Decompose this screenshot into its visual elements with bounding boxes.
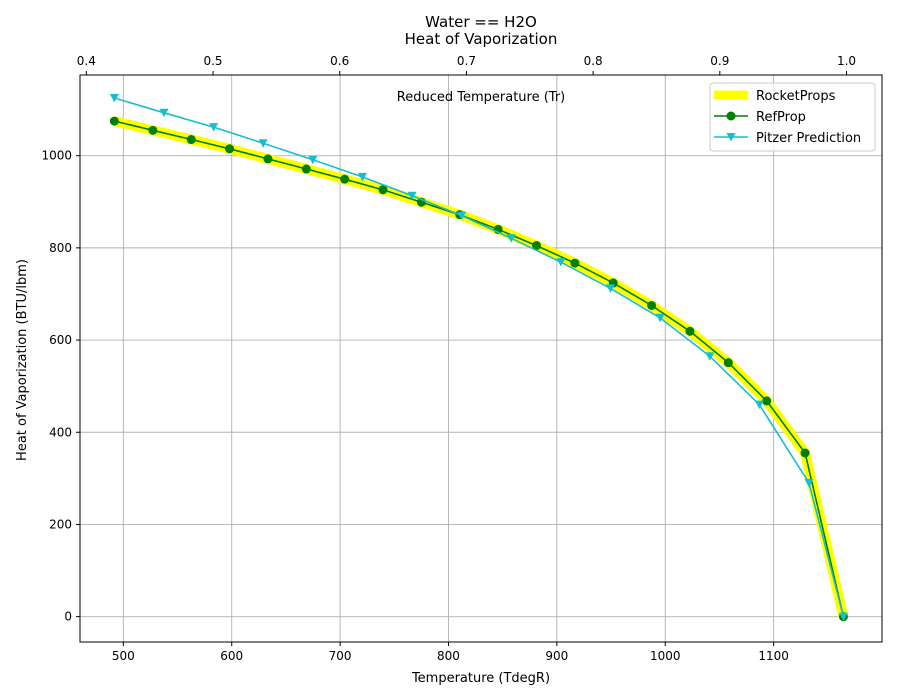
series-layer <box>109 94 849 622</box>
point-refprop <box>378 185 388 195</box>
point-refprop <box>263 154 273 164</box>
x-tick-label: 600 <box>220 649 243 663</box>
x-tick-label: 900 <box>545 649 568 663</box>
legend-item-rocketprops: RocketProps <box>714 89 836 104</box>
point-refprop <box>570 258 580 268</box>
chart-subtitle: Heat of Vaporization <box>405 30 558 48</box>
point-refprop <box>225 144 235 154</box>
legend-box <box>709 82 876 152</box>
grid <box>80 75 882 642</box>
point-refprop <box>685 326 695 336</box>
legend-marker-refprop <box>726 111 736 121</box>
y-axis-label: Heat of Vaporization (BTU/lbm) <box>15 259 30 461</box>
point-refprop <box>647 300 657 310</box>
point-pitzer-prediction <box>506 234 516 243</box>
series-pitzer-prediction <box>109 94 848 622</box>
point-pitzer-prediction <box>556 258 566 267</box>
point-pitzer-prediction <box>655 313 665 323</box>
point-refprop <box>301 164 311 174</box>
top-axis-label: Reduced Temperature (Tr) <box>397 90 565 105</box>
top-tick-label: 0.4 <box>77 54 96 68</box>
y-tick-label: 800 <box>49 241 72 255</box>
x-tick-label: 1000 <box>650 649 681 663</box>
x-tick-label: 1100 <box>758 649 789 663</box>
point-pitzer-prediction <box>804 478 814 488</box>
point-refprop <box>109 116 119 126</box>
point-pitzer-prediction <box>457 211 467 221</box>
point-pitzer-prediction <box>357 172 367 182</box>
point-pitzer-prediction <box>109 94 119 103</box>
series-line-pitzer-prediction <box>114 97 845 617</box>
y-tick-label: 400 <box>49 425 72 439</box>
legend: RocketProps RefProp Pitzer Prediction <box>709 82 876 152</box>
point-pitzer-prediction <box>407 191 417 201</box>
point-pitzer-prediction <box>209 123 219 132</box>
point-pitzer-prediction <box>838 612 848 622</box>
x-tick-label: 700 <box>329 649 352 663</box>
legend-label-rocketprops: RocketProps <box>756 89 836 104</box>
chart-title: Water == H2O <box>425 13 537 31</box>
point-pitzer-prediction <box>258 139 268 148</box>
ticks: 500 600 700 800 900 1000 1100 0 200 400 600 800 1000… <box>41 54 856 663</box>
top-tick-label: 0.5 <box>203 54 222 68</box>
top-tick-label: 0.9 <box>710 54 729 68</box>
top-tick-label: 1.0 <box>837 54 856 68</box>
x-axis-label: Temperature (TdegR) <box>411 671 550 686</box>
legend-marker-pitzer-prediction <box>726 133 736 142</box>
point-refprop <box>340 174 350 184</box>
point-refprop <box>723 358 733 368</box>
y-tick-label: 600 <box>49 333 72 347</box>
point-pitzer-prediction <box>705 352 715 361</box>
point-refprop <box>186 135 196 145</box>
legend-item-refprop: RefProp <box>714 110 806 125</box>
top-tick-label: 0.7 <box>457 54 476 68</box>
x-tick-label: 800 <box>437 649 460 663</box>
y-tick-label: 0 <box>64 610 72 624</box>
point-refprop <box>148 125 158 135</box>
plot-frame <box>79 74 883 643</box>
point-refprop <box>531 241 541 251</box>
y-tick-label: 200 <box>49 517 72 531</box>
y-tick-label: 1000 <box>41 149 72 163</box>
point-refprop <box>800 448 810 458</box>
top-tick-label: 0.6 <box>330 54 349 68</box>
x-tick-label: 500 <box>112 649 135 663</box>
top-tick-label: 0.8 <box>584 54 603 68</box>
point-pitzer-prediction <box>308 155 318 165</box>
series-line-refprop <box>114 120 845 617</box>
legend-label-refprop: RefProp <box>756 110 806 125</box>
point-pitzer-prediction <box>159 108 169 118</box>
point-pitzer-prediction <box>606 284 616 293</box>
legend-label-pitzer-prediction: Pitzer Prediction <box>756 131 861 146</box>
legend-item-pitzer-prediction: Pitzer Prediction <box>714 131 861 146</box>
point-refprop <box>762 396 772 406</box>
point-pitzer-prediction <box>754 400 764 410</box>
